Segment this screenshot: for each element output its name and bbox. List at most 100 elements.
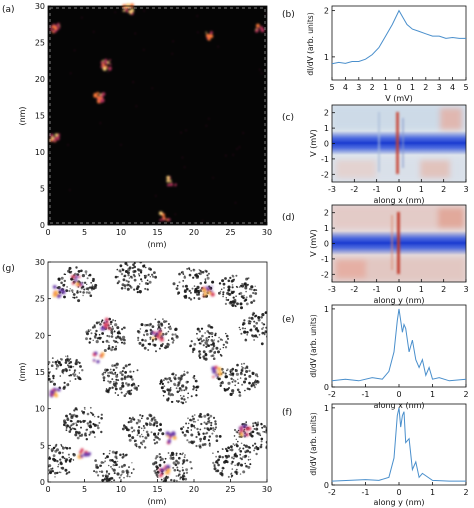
panel-g-stipple-dot: [130, 389, 133, 392]
panel-g-hotspot-dot: [239, 426, 243, 430]
panel-g-stipple-dot: [106, 374, 109, 377]
panel-g-stipple-dot: [114, 387, 118, 391]
panel-g-stipple-dot: [153, 438, 156, 441]
panel-g-stipple-dot: [253, 324, 256, 328]
panel-b-ytick-label: 2: [324, 7, 329, 16]
panel-g-stipple-dot: [202, 437, 206, 441]
panel-g-stipple-dot: [185, 380, 189, 384]
panel-g-stipple-dot: [174, 327, 178, 331]
panel-g-stipple-dot: [88, 286, 92, 289]
panel-g-stipple-dot: [108, 387, 112, 390]
panel-g-stipple-dot: [121, 373, 124, 377]
panel-g-stipple-dot: [215, 459, 219, 463]
panel-g-stipple-dot: [243, 380, 246, 384]
panel-g-stipple-dot: [152, 343, 155, 346]
panel-g-stipple-dot: [140, 278, 143, 281]
panel-g-stipple-dot: [147, 343, 150, 345]
panel-g-stipple-dot: [144, 436, 148, 440]
panel-g-stipple-dot: [61, 451, 64, 454]
panel-g-stipple-dot: [77, 431, 81, 435]
panel-g-stipple-dot: [190, 440, 194, 444]
panel-g-stipple-dot: [253, 449, 256, 452]
panel-g-stipple-dot: [59, 375, 62, 377]
panel-g-stipple-dot: [218, 456, 221, 458]
panel-a-hotspot-dot: [129, 12, 131, 14]
panel-g-stipple-dot: [85, 438, 89, 441]
panel-g-stipple-dot: [227, 285, 231, 289]
panel-b-xlabel: V (mV): [385, 94, 413, 103]
panel-g-stipple-dot: [123, 476, 125, 479]
panel-g-stipple-dot: [127, 421, 130, 424]
panel-g-stipple-dot: [119, 474, 122, 477]
panel-g-stipple-dot: [97, 426, 100, 430]
panel-g-stipple-dot: [40, 465, 43, 468]
panel-g-stipple-dot: [237, 378, 239, 380]
panel-g-stipple-dot: [256, 447, 260, 451]
panel-c-xtick-label: -3: [328, 185, 336, 194]
panel-g-stipple-dot: [210, 424, 213, 427]
panel-c-xtick-label: -1: [373, 185, 381, 194]
panel-g-stipple-dot: [254, 421, 257, 424]
panel-b-xtick-label: 2: [423, 83, 428, 92]
panel-g-stipple-dot: [89, 406, 92, 409]
panel-g-stipple-dot: [138, 341, 142, 345]
panel-g-stipple-dot: [234, 304, 237, 307]
panel-g-stipple-dot: [45, 455, 48, 458]
panel-g-hotspot-dot: [151, 336, 155, 340]
panel-g-stipple-dot: [142, 435, 144, 438]
panel-g-stipple-dot: [199, 428, 202, 431]
panel-g-stipple-dot: [187, 392, 189, 395]
panel-g-stipple-dot: [139, 414, 142, 417]
panel-g-hotspot-dot: [166, 464, 171, 469]
panel-g-stipple-dot: [48, 371, 51, 375]
panel-g-stipple-dot: [137, 268, 141, 272]
panel-g-stipple-dot: [238, 326, 241, 329]
panel-g-stipple-dot: [153, 442, 157, 445]
panel-g-hotspot-dot: [244, 424, 248, 428]
panel-g-stipple-dot: [89, 294, 93, 298]
panel-g-stipple-dot: [238, 286, 241, 288]
panel-a-ytick-label: 0: [40, 221, 45, 230]
panel-g-stipple-dot: [244, 338, 248, 342]
panel-g-stipple-dot: [206, 330, 209, 333]
panel-g-stipple-dot: [237, 440, 239, 443]
panel-g-stipple-dot: [190, 433, 194, 437]
panel-g-stipple-dot: [206, 413, 210, 417]
panel-g-stipple-dot: [191, 415, 194, 418]
panel-a-hotspot-dot: [109, 59, 111, 62]
panel-g-stipple-dot: [247, 465, 251, 469]
panel-g-stipple-dot: [153, 433, 156, 436]
panel-g-stipple-dot: [211, 347, 215, 351]
panel-g-stipple-dot: [235, 444, 239, 448]
panel-g-stipple-dot: [231, 304, 235, 307]
panel-g-stipple-dot: [235, 468, 238, 471]
panel-a-hotspot-dot: [255, 29, 259, 33]
panel-g-stipple-dot: [222, 371, 225, 374]
panel-g-stipple-dot: [230, 445, 233, 449]
panel-g-stipple-dot: [72, 459, 75, 461]
panel-g-stipple-dot: [78, 372, 81, 374]
panel-g-stipple-dot: [131, 436, 135, 440]
panel-g-stipple-dot: [137, 330, 141, 334]
panel-g-stipple-dot: [109, 368, 112, 371]
panel-g-stipple-dot: [144, 446, 147, 449]
panel-g-stipple-dot: [181, 270, 184, 274]
panel-g-stipple-dot: [128, 277, 131, 279]
panel-a-hotspot-dot: [54, 133, 58, 137]
panel-g-stipple-dot: [241, 327, 244, 330]
panel-g-stipple-dot: [68, 412, 72, 416]
panel-g-stipple-dot: [249, 458, 252, 461]
panel-g-stipple-dot: [257, 316, 261, 319]
panel-g-stipple-dot: [141, 415, 144, 418]
panel-g-stipple-dot: [206, 274, 209, 277]
panel-g-stipple-dot: [176, 469, 179, 472]
panel-g-stipple-dot: [149, 336, 152, 339]
panel-g-stipple-dot: [74, 361, 78, 366]
panel-g-stipple-dot: [131, 462, 133, 464]
panel-g-stipple-dot: [240, 442, 243, 445]
panel-g-stipple-dot: [182, 285, 185, 288]
panel-g-hotspot-dot: [100, 326, 105, 331]
panel-g-stipple-dot: [208, 416, 211, 419]
panel-a-noise-dot: [197, 31, 199, 33]
panel-g-stipple-dot: [223, 387, 226, 390]
